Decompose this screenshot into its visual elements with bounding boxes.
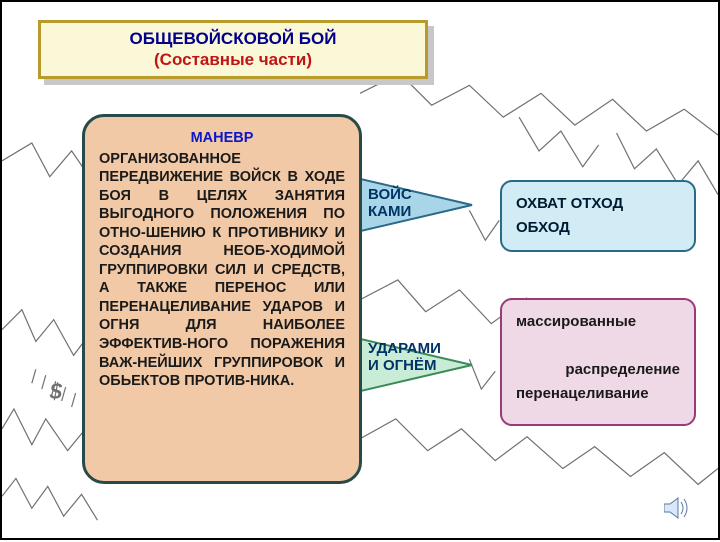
title-line2: (Составные части) [50, 49, 416, 70]
right-box-bottom: массированные распределениеперенацеливан… [500, 298, 696, 426]
title-line1: ОБЩЕВОЙСКОВОЙ БОЙ [50, 28, 416, 49]
box-line: массированные [516, 310, 680, 334]
box-line: перенацеливание [516, 382, 680, 406]
arrow-top-label: ВОЙС КАМИ [368, 186, 438, 221]
arrow-bottom-label: УДАРАМИ И ОГНЁМ [368, 340, 448, 375]
main-body-text: ОРГАНИЗОВАННОЕ ПЕРЕДВИЖЕНИЕ ВОЙСК В ХОДЕ… [99, 151, 345, 390]
speaker-icon [664, 496, 692, 520]
box-line: ОХВАТ ОТХОД [516, 192, 680, 216]
box-line: ОБХОД [516, 216, 680, 240]
box-line: распределение [516, 358, 680, 382]
right-box-top: ОХВАТ ОТХОДОБХОД [500, 180, 696, 252]
title-box: ОБЩЕВОЙСКОВОЙ БОЙ (Составные части) [38, 20, 428, 79]
main-definition-box: МАНЕВР ОРГАНИЗОВАННОЕ ПЕРЕДВИЖЕНИЕ ВОЙСК… [82, 114, 362, 484]
main-term: МАНЕВР [99, 129, 345, 148]
box-line [516, 334, 680, 358]
